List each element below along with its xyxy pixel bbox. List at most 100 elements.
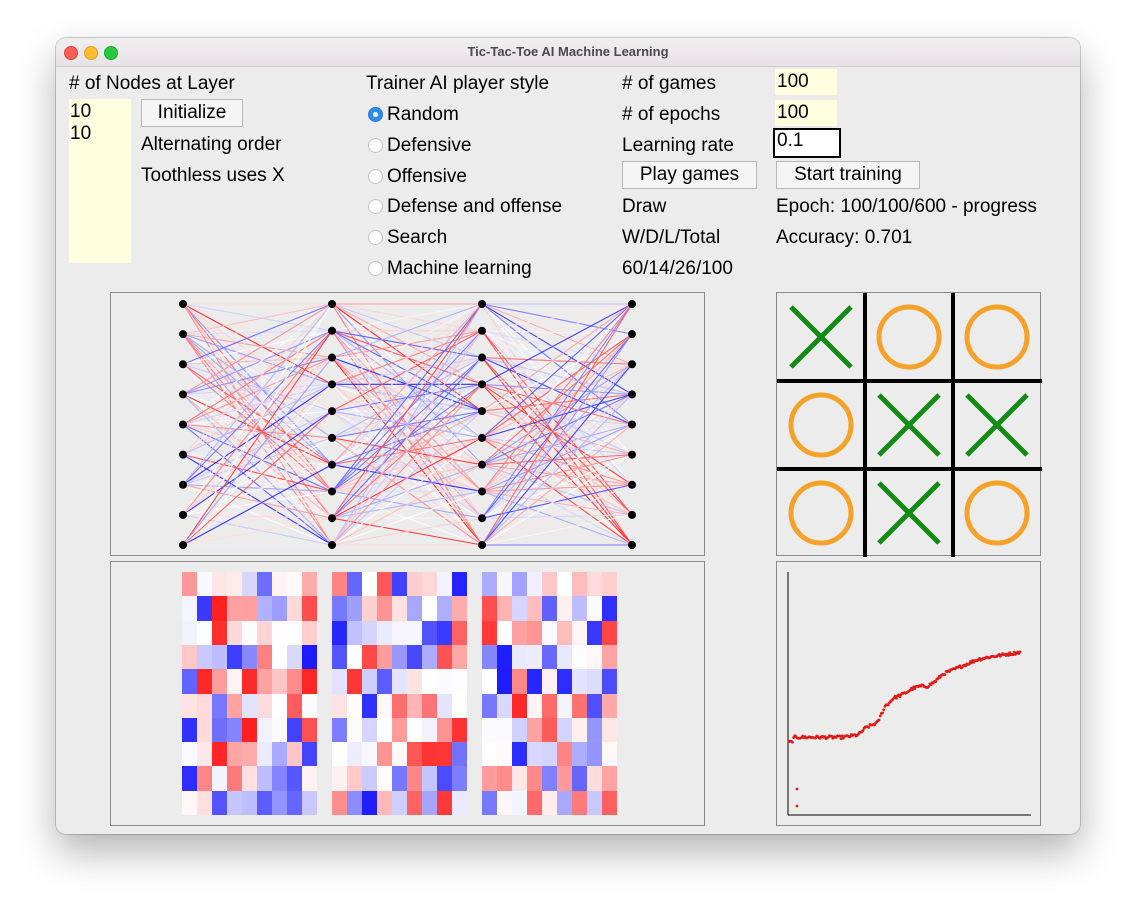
- epochs-count-field[interactable]: 100: [775, 100, 837, 126]
- weight-cell: [527, 644, 542, 670]
- weight-cell: [512, 644, 527, 670]
- network-node: [478, 514, 486, 523]
- connection-weight: [182, 303, 333, 335]
- game-result-text: Draw: [622, 196, 667, 217]
- connection-weight: [481, 363, 633, 546]
- weight-cell: [482, 669, 497, 694]
- connection-weight: [481, 363, 633, 439]
- network-node: [328, 514, 336, 523]
- weight-cell: [482, 790, 497, 816]
- weight-cell: [377, 669, 392, 694]
- network-node: [628, 450, 636, 459]
- weight-cell: [587, 742, 602, 767]
- weight-cell: [182, 717, 197, 743]
- weight-cell: [362, 742, 377, 767]
- accuracy-point: [878, 714, 882, 718]
- weight-cell: [272, 790, 287, 816]
- trainer-option-label[interactable]: Random: [387, 104, 459, 125]
- connection-weight: [481, 303, 633, 439]
- weight-cell: [527, 693, 542, 719]
- network-node: [328, 353, 336, 362]
- window-title: Tic-Tac-Toe AI Machine Learning: [467, 44, 669, 59]
- connection-weight: [481, 303, 633, 425]
- connection-weight: [182, 303, 333, 519]
- zoom-window-button[interactable]: [104, 46, 118, 60]
- weight-cell: [272, 669, 287, 694]
- connection-weight: [331, 303, 483, 412]
- connection-weight: [182, 490, 333, 516]
- weight-cell: [512, 620, 527, 646]
- accuracy-point: [823, 735, 827, 739]
- network-node: [478, 541, 486, 549]
- initialize-button[interactable]: Initialize: [141, 99, 243, 127]
- weight-cell: [272, 717, 287, 743]
- weight-cell: [482, 620, 497, 646]
- connection-weight: [182, 333, 333, 466]
- trainer-option-label[interactable]: Search: [387, 227, 448, 248]
- trainer-option-label[interactable]: Defensive: [387, 135, 472, 156]
- weight-cell: [212, 669, 227, 694]
- weight-cell: [332, 572, 347, 597]
- weight-cell: [587, 790, 602, 816]
- connection-weight: [182, 357, 333, 395]
- weight-cell: [242, 620, 257, 646]
- connection-weight: [182, 333, 333, 492]
- network-diagram-panel: [110, 292, 705, 556]
- connection-weight: [481, 303, 633, 546]
- trainer-radio-random[interactable]: [368, 107, 383, 122]
- connection-weight: [182, 363, 333, 519]
- learning-rate-label: Learning rate: [622, 135, 734, 156]
- weight-cell: [452, 790, 467, 816]
- accuracy-point: [967, 662, 971, 666]
- trainer-radio-defense-offense[interactable]: [368, 199, 383, 214]
- accuracy-point: [840, 734, 844, 738]
- play-games-button[interactable]: Play games: [622, 161, 757, 189]
- connection-weight: [182, 330, 333, 395]
- connection-weight: [182, 303, 333, 486]
- connection-weight: [481, 303, 633, 335]
- trainer-option-label[interactable]: Machine learning: [387, 258, 532, 279]
- weight-cell: [572, 596, 587, 622]
- trainer-option-label[interactable]: Offensive: [387, 166, 467, 187]
- trainer-radio-machine-learning[interactable]: [368, 261, 383, 276]
- weight-cell: [572, 620, 587, 646]
- connection-weight: [182, 464, 333, 546]
- tic-tac-toe-board[interactable]: [777, 293, 1042, 557]
- weight-cell: [602, 717, 617, 743]
- trainer-option-label[interactable]: Defense and offense: [387, 196, 563, 217]
- trainer-radio-defensive[interactable]: [368, 138, 383, 153]
- connection-weight: [182, 357, 333, 426]
- weight-cell: [512, 693, 527, 719]
- connection-weight: [182, 363, 333, 492]
- accuracy-point: [927, 685, 931, 688]
- weight-cell: [227, 620, 242, 646]
- weight-cell: [182, 596, 197, 622]
- connection-weight: [481, 357, 633, 365]
- games-count-field[interactable]: 100: [775, 69, 837, 95]
- layer-nodes-textarea[interactable]: 10 10: [69, 99, 131, 263]
- connection-weight: [481, 393, 633, 546]
- connection-weight: [481, 484, 633, 519]
- connection-weight: [182, 454, 333, 492]
- accuracy-text: Accuracy: 0.701: [776, 227, 913, 248]
- weights-heatmap-panel: [110, 561, 705, 826]
- connection-weight: [481, 424, 633, 546]
- trainer-radio-search[interactable]: [368, 230, 383, 245]
- accuracy-point: [795, 787, 799, 791]
- weight-cell: [242, 766, 257, 792]
- x-mark: [877, 393, 941, 457]
- minimize-window-button[interactable]: [84, 46, 98, 60]
- start-training-button[interactable]: Start training: [776, 161, 920, 189]
- connection-weight: [182, 330, 333, 335]
- layer-node-count: 10: [70, 101, 92, 122]
- close-window-button[interactable]: [64, 46, 78, 60]
- weight-cell: [557, 717, 572, 743]
- weight-cell: [497, 717, 512, 743]
- weight-cell: [257, 620, 272, 646]
- connection-weight: [182, 424, 333, 519]
- trainer-radio-offensive[interactable]: [368, 169, 383, 184]
- connection-weight: [182, 333, 333, 546]
- connection-weight: [182, 484, 333, 546]
- learning-rate-field[interactable]: 0.1: [773, 128, 841, 158]
- weight-cell: [242, 717, 257, 743]
